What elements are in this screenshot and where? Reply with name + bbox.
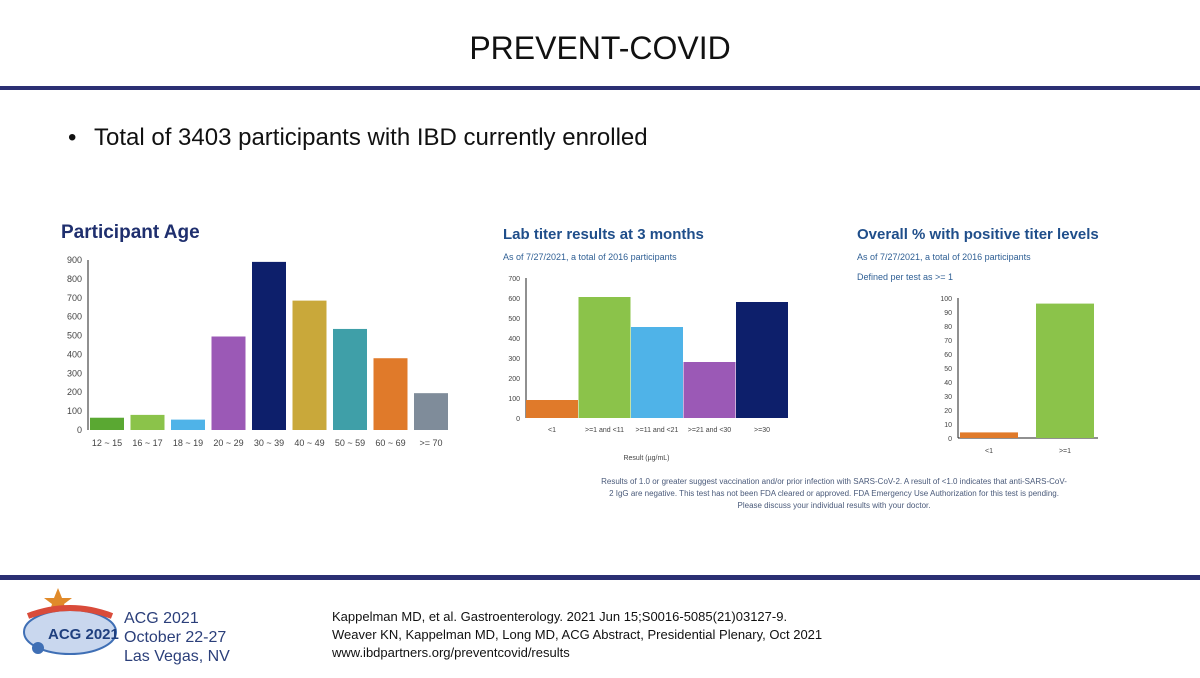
y-tick-label: 60 <box>944 352 952 359</box>
bullet-item: • Total of 3403 participants with IBD cu… <box>68 124 648 152</box>
x-tick-label: 12 ~ 15 <box>92 438 122 448</box>
y-tick-label: 700 <box>508 276 520 283</box>
chart-titer: 0 100 200 300 400 500 600 700 <1 >=1 and <11 >=11 … <box>508 276 788 462</box>
bar-3 <box>631 327 683 418</box>
y-tick-label: 300 <box>67 368 82 378</box>
x-tick-label: >=21 and <30 <box>688 427 732 434</box>
y-tick-label: 100 <box>508 396 520 403</box>
x-tick-label: 16 ~ 17 <box>132 438 162 448</box>
y-tick-label: 200 <box>67 387 82 397</box>
x-tick-label: <1 <box>985 448 993 455</box>
x-tick-label: >= 70 <box>419 438 442 448</box>
y-tick-label: 20 <box>944 408 952 415</box>
x-tick-label: 40 ~ 49 <box>294 438 324 448</box>
bar-2 <box>130 414 165 430</box>
bar-5 <box>736 302 788 418</box>
y-tick-label: 800 <box>67 274 82 284</box>
y-tick-label: 0 <box>516 416 520 423</box>
chart-positive-subtitle-2: Defined per test as >= 1 <box>857 272 954 282</box>
slide-title: PREVENT-COVID <box>469 30 731 66</box>
x-tick-label: 60 ~ 69 <box>375 438 405 448</box>
y-tick-label: 400 <box>67 349 82 359</box>
acg-logo: ACG 2021 ACG 2021 October 22-27 Las Vega… <box>18 586 318 672</box>
y-tick-label: 50 <box>944 366 952 373</box>
logo-line-event: ACG 2021 <box>124 610 199 627</box>
bar-6 <box>292 300 327 430</box>
x-tick-label: >=1 <box>1059 448 1071 455</box>
chart-age-title: Participant Age <box>61 222 200 243</box>
bar-8 <box>373 358 408 430</box>
bar-9 <box>414 393 448 430</box>
logo-line-location: Las Vegas, NV <box>124 648 230 665</box>
bar-2 <box>578 297 631 418</box>
y-tick-label: 10 <box>944 422 952 429</box>
chart-titer-title: Lab titer results at 3 months <box>503 226 704 243</box>
bar-3 <box>171 419 205 430</box>
logo-badge-text: ACG 2021 <box>48 626 119 643</box>
bullet-text: Total of 3403 participants with IBD curr… <box>94 124 648 151</box>
y-tick-label: 40 <box>944 380 952 387</box>
footnote: Results of 1.0 or greater suggest vaccin… <box>601 477 1067 510</box>
y-tick-label: 0 <box>77 425 82 435</box>
x-tick-label: <1 <box>548 427 556 434</box>
y-tick-label: 80 <box>944 324 952 331</box>
reference-1: Kappelman MD, et al. Gastroenterology. 2… <box>332 609 788 624</box>
y-tick-label: 600 <box>67 312 82 322</box>
chart-age: 0 100 200 300 400 500 600 700 800 900 12 ~ 15 16 ~ … <box>67 255 448 448</box>
acg-logo-badge-icon: ACG 2021 <box>23 588 119 655</box>
references: Kappelman MD, et al. Gastroenterology. 2… <box>332 608 822 662</box>
bar-1 <box>960 432 1018 438</box>
x-tick-label: >=1 and <11 <box>585 427 624 434</box>
bar-7 <box>333 328 367 430</box>
y-tick-label: 500 <box>67 331 82 341</box>
reference-2: Weaver KN, Kappelman MD, Long MD, ACG Ab… <box>332 627 823 642</box>
y-tick-label: 0 <box>948 436 952 443</box>
x-tick-label: >=11 and <21 <box>636 427 679 434</box>
x-tick-label: 20 ~ 29 <box>213 438 243 448</box>
bar-4 <box>683 362 736 418</box>
bottom-divider <box>0 575 1200 580</box>
y-tick-label: 700 <box>67 293 82 303</box>
chart-positive-title: Overall % with positive titer levels <box>857 226 1099 243</box>
x-tick-label: 30 ~ 39 <box>254 438 284 448</box>
x-tick-label: 50 ~ 59 <box>335 438 365 448</box>
bar-1 <box>526 400 578 418</box>
y-tick-label: 100 <box>67 406 82 416</box>
chart-titer-subtitle: As of 7/27/2021, a total of 2016 partici… <box>503 252 677 262</box>
y-tick-label: 90 <box>944 310 952 317</box>
y-tick-label: 500 <box>508 316 520 323</box>
bar-2 <box>1036 303 1094 438</box>
y-tick-label: 100 <box>940 296 952 303</box>
bullet-dot: • <box>68 124 77 151</box>
bar-1 <box>90 417 124 430</box>
y-tick-label: 70 <box>944 338 952 345</box>
y-tick-label: 30 <box>944 394 952 401</box>
y-tick-label: 900 <box>67 255 82 265</box>
logo-line-dates: October 22-27 <box>124 629 227 646</box>
y-tick-label: 300 <box>508 356 520 363</box>
x-tick-label: >=30 <box>754 427 770 434</box>
y-tick-label: 400 <box>508 336 520 343</box>
x-tick-label: 18 ~ 19 <box>173 438 203 448</box>
chart-positive-subtitle: As of 7/27/2021, a total of 2016 partici… <box>857 252 1031 262</box>
y-tick-label: 200 <box>508 376 520 383</box>
bar-4 <box>211 336 246 430</box>
y-tick-label: 600 <box>508 296 520 303</box>
reference-3: www.ibdpartners.org/preventcovid/results <box>332 645 570 660</box>
x-axis-title: Result (µg/mL) <box>623 455 669 462</box>
top-divider <box>0 86 1200 90</box>
chart-positive: 0 10 20 30 40 50 60 70 80 90 100 <1 >=1 <box>940 296 1098 455</box>
bar-5 <box>252 261 286 430</box>
